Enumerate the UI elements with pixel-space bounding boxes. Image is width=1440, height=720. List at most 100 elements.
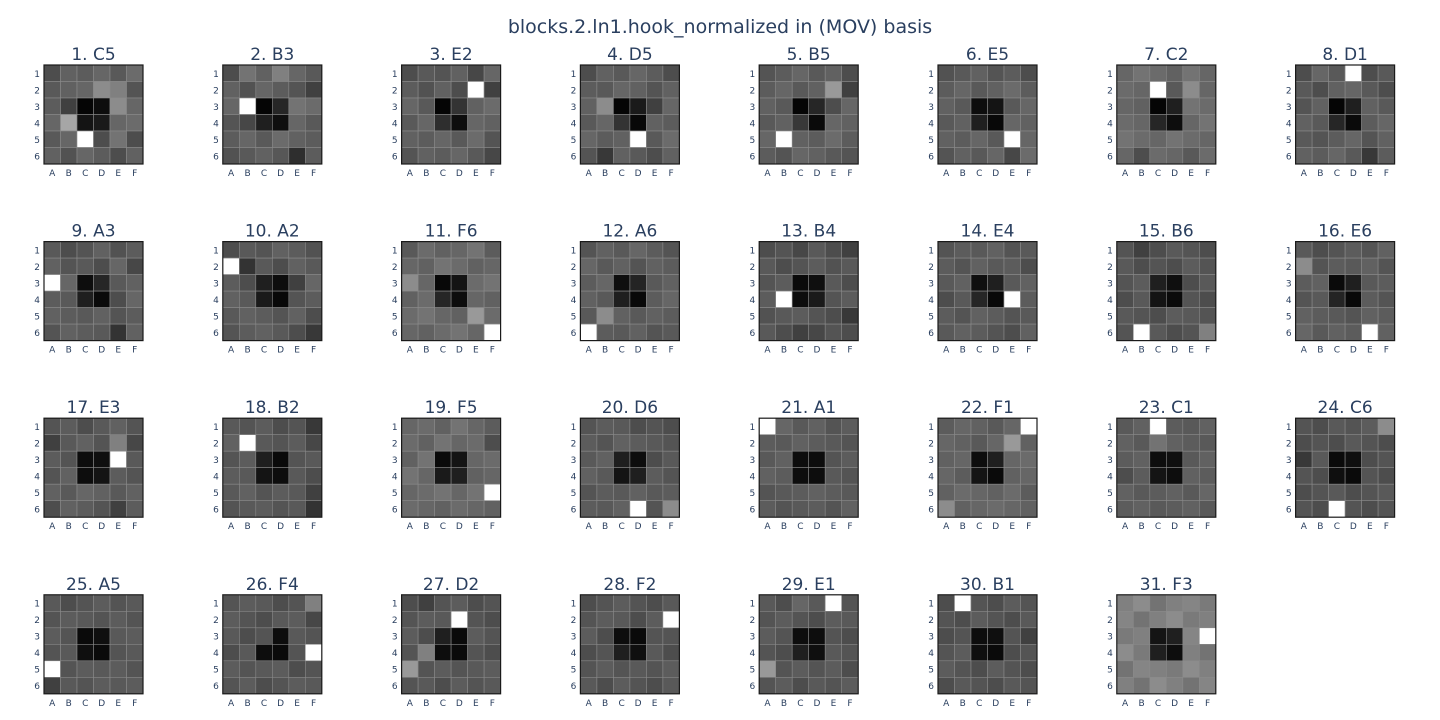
heatmap-cell <box>629 307 647 325</box>
x-tick-label: F <box>311 699 316 709</box>
heatmap-cell <box>791 643 810 662</box>
heatmap-cell <box>775 450 793 469</box>
x-tick-label: D <box>277 169 284 179</box>
x-tick-label: F <box>1026 346 1031 356</box>
y-tick-label: 3 <box>213 456 219 466</box>
heatmap-cell <box>93 676 111 695</box>
x-tick-label: D <box>635 169 642 179</box>
y-tick-label: 2 <box>928 263 934 273</box>
heatmap-cell <box>255 97 273 115</box>
y-tick-label: 2 <box>213 86 219 96</box>
y-tick-label: 4 <box>34 119 40 129</box>
heatmap-cell <box>954 81 972 99</box>
y-tick-label: 6 <box>571 329 577 339</box>
heatmap-cell <box>222 594 240 612</box>
x-tick-label: E <box>652 346 658 356</box>
x-tick-label: C <box>976 699 982 709</box>
heatmap-cell <box>791 130 810 148</box>
heatmap-cell <box>467 627 485 645</box>
y-tick-label: 4 <box>213 119 219 129</box>
heatmap-cell <box>450 81 468 99</box>
heatmap-cell <box>271 290 290 308</box>
heatmap-cell <box>1182 434 1200 452</box>
x-tick-label: D <box>813 169 820 179</box>
heatmap-cell <box>1166 290 1184 308</box>
heatmap-cell <box>1182 450 1200 469</box>
heatmap-cell <box>1182 610 1200 629</box>
heatmap-cell <box>467 147 485 165</box>
heatmap-cell <box>1020 257 1038 275</box>
y-tick-label: 2 <box>1107 439 1113 449</box>
x-tick-label: D <box>992 522 999 532</box>
heatmap-cell <box>222 660 240 678</box>
heatmap-cell <box>239 147 257 165</box>
heatmap-cell <box>76 627 94 645</box>
heatmap-cell <box>1199 450 1217 469</box>
heatmap-cell <box>239 241 257 259</box>
heatmap-cell <box>43 417 61 436</box>
x-tick-label: A <box>764 169 771 179</box>
heatmap-cell <box>255 257 273 275</box>
heatmap-cell <box>1182 627 1200 645</box>
y-tick-label: 5 <box>749 489 755 499</box>
heatmap-cell <box>596 417 614 436</box>
panel-title: 17. E3 <box>67 398 121 418</box>
heatmap-cell <box>954 500 972 518</box>
heatmap-cell <box>613 610 631 629</box>
y-tick-label: 2 <box>34 86 40 96</box>
heatmap-cell <box>1149 434 1167 452</box>
panel-title: 8. D1 <box>1322 45 1368 65</box>
heatmap-cell <box>60 81 78 99</box>
x-tick-label: E <box>652 169 658 179</box>
x-tick-label: E <box>115 699 121 709</box>
x-tick-label: C <box>976 169 982 179</box>
y-tick-label: 2 <box>34 439 40 449</box>
heatmap-cell <box>596 450 614 469</box>
heatmap-cell <box>596 130 614 148</box>
heatmap-cell <box>450 610 468 629</box>
heatmap-cell <box>109 307 127 325</box>
heatmap-cell <box>304 434 323 452</box>
heatmap-cell <box>76 643 94 662</box>
heatmap-cell <box>43 97 61 115</box>
heatmap-cell <box>1149 450 1167 469</box>
heatmap-cell <box>758 290 777 308</box>
heatmap-cell <box>937 323 955 341</box>
heatmap-cell <box>970 676 988 695</box>
heatmap-cell <box>126 64 144 82</box>
heatmap-cell <box>401 643 419 662</box>
heatmap-cell <box>662 130 680 148</box>
y-tick-label: 2 <box>1286 263 1292 273</box>
y-tick-label: 6 <box>34 152 40 162</box>
heatmap-cell <box>239 643 257 662</box>
heatmap-cell <box>1344 97 1362 115</box>
y-tick-label: 1 <box>34 70 40 80</box>
x-tick-label: F <box>1384 522 1389 532</box>
heatmap-cell <box>1116 323 1134 341</box>
heatmap-cell <box>1199 130 1217 148</box>
heatmap-cell <box>1149 147 1167 165</box>
x-tick-label: F <box>490 346 495 356</box>
heatmap-cell <box>824 417 843 436</box>
heatmap-cell <box>970 257 988 275</box>
heatmap-cell <box>1116 64 1134 82</box>
heatmap-cell <box>758 307 777 325</box>
heatmap-cell <box>239 450 257 469</box>
heatmap-cell <box>109 64 127 82</box>
heatmap-cell <box>1116 610 1134 629</box>
heatmap-cell <box>954 257 972 275</box>
heatmap-cell <box>646 307 664 325</box>
x-tick-label: A <box>407 346 414 356</box>
panel-frame <box>222 594 323 695</box>
heatmap-cell <box>126 290 144 308</box>
heatmap-cell <box>239 500 257 518</box>
heatmap-cell <box>970 594 988 612</box>
heatmap-cell <box>126 594 144 612</box>
heatmap-cell <box>808 417 826 436</box>
heatmap-cell <box>646 114 664 132</box>
heatmap-cell <box>775 483 793 502</box>
heatmap-cell <box>1199 323 1217 341</box>
heatmap-cell <box>288 450 306 469</box>
panel-frame <box>401 417 502 518</box>
